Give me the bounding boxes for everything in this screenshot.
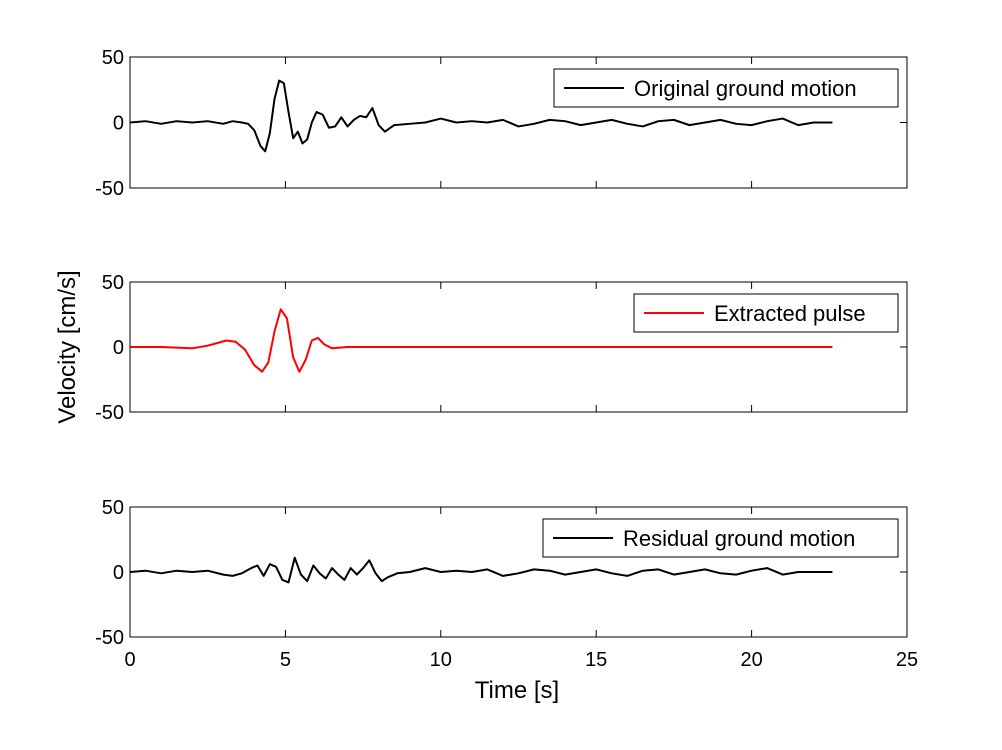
x-tick-label: 20 <box>740 649 762 671</box>
subplot-2: 50 0 -50 Extracted pulse <box>95 272 908 424</box>
legend-label: Residual ground motion <box>623 526 855 551</box>
y-tick-label: 0 <box>113 337 124 359</box>
series-line <box>130 308 833 373</box>
series-line <box>129 79 833 153</box>
legend: Extracted pulse <box>633 293 899 333</box>
y-tick-label: -50 <box>95 402 124 424</box>
series-line <box>129 556 833 584</box>
x-axis-label: Time [s] <box>475 677 559 704</box>
legend-label: Original ground motion <box>634 76 857 101</box>
y-tick-label: 50 <box>102 47 124 69</box>
subplot-1: 50 0 -50 Original ground motion <box>95 47 908 200</box>
y-tick-label: -50 <box>95 178 124 200</box>
x-tick-label: 0 <box>124 649 135 671</box>
x-tick-label: 25 <box>896 649 918 671</box>
y-tick-label: 0 <box>113 562 124 584</box>
y-tick-label: 50 <box>102 497 124 519</box>
y-tick-label: 50 <box>102 272 124 294</box>
y-axis-label: Velocity [cm/s] <box>54 270 81 423</box>
legend: Original ground motion <box>553 68 899 108</box>
y-tick-label: 0 <box>113 113 124 135</box>
legend-label: Extracted pulse <box>714 301 866 326</box>
x-tick-label: 15 <box>585 649 607 671</box>
x-tick-label: 5 <box>280 649 291 671</box>
x-tick-label: 10 <box>430 649 452 671</box>
legend: Residual ground motion <box>542 518 899 558</box>
y-tick-label: -50 <box>95 627 124 649</box>
